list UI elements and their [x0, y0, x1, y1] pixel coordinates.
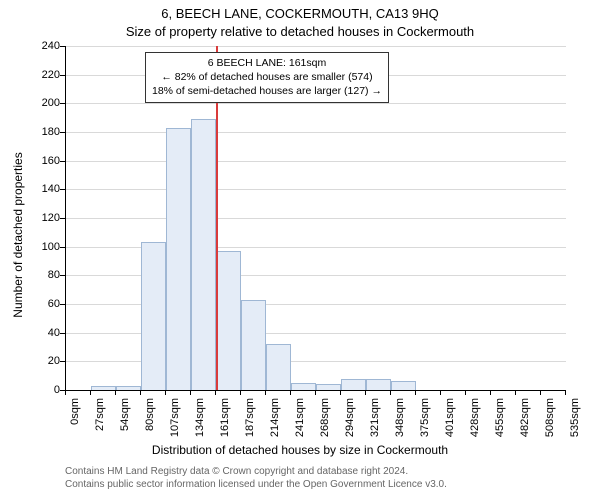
y-tick-label: 60: [30, 298, 60, 310]
grid-line: [66, 132, 566, 133]
x-tick-mark: [165, 390, 166, 395]
annotation-box: 6 BEECH LANE: 161sqm← 82% of detached ho…: [145, 52, 389, 103]
x-tick-label: 294sqm: [344, 398, 356, 448]
x-tick-label: 241sqm: [294, 398, 306, 448]
x-tick-mark: [265, 390, 266, 395]
histogram-bar: [291, 383, 316, 390]
y-tick-label: 180: [30, 126, 60, 138]
x-tick-mark: [515, 390, 516, 395]
x-tick-mark: [440, 390, 441, 395]
x-tick-mark: [340, 390, 341, 395]
y-tick-label: 220: [30, 69, 60, 81]
y-tick-label: 160: [30, 155, 60, 167]
annotation-line1: 6 BEECH LANE: 161sqm: [152, 56, 382, 70]
y-tick-label: 100: [30, 241, 60, 253]
x-axis-label: Distribution of detached houses by size …: [0, 443, 600, 457]
histogram-bar: [216, 251, 241, 390]
y-tick-label: 0: [30, 384, 60, 396]
x-tick-mark: [540, 390, 541, 395]
x-tick-mark: [115, 390, 116, 395]
page-title-line2: Size of property relative to detached ho…: [0, 24, 600, 39]
x-tick-label: 107sqm: [169, 398, 181, 448]
y-tick-label: 200: [30, 97, 60, 109]
y-tick-label: 80: [30, 269, 60, 281]
x-tick-label: 321sqm: [369, 398, 381, 448]
x-tick-label: 214sqm: [269, 398, 281, 448]
annotation-line2: ← 82% of detached houses are smaller (57…: [152, 70, 382, 84]
x-tick-mark: [290, 390, 291, 395]
x-tick-label: 161sqm: [219, 398, 231, 448]
y-axis-label: Number of detached properties: [11, 215, 25, 235]
histogram-bar: [191, 119, 216, 390]
x-tick-label: 134sqm: [194, 398, 206, 448]
grid-line: [66, 46, 566, 47]
x-tick-label: 187sqm: [244, 398, 256, 448]
footer-line2: Contains public sector information licen…: [65, 479, 447, 492]
histogram-bar: [141, 242, 166, 390]
x-tick-label: 0sqm: [69, 398, 81, 448]
histogram-bar: [166, 128, 191, 390]
histogram-bar: [341, 379, 366, 390]
histogram-bar: [366, 379, 391, 390]
x-tick-mark: [315, 390, 316, 395]
histogram-bar: [91, 386, 116, 390]
grid-line: [66, 218, 566, 219]
page-title-line1: 6, BEECH LANE, COCKERMOUTH, CA13 9HQ: [0, 6, 600, 21]
grid-line: [66, 161, 566, 162]
histogram-bar: [316, 384, 341, 390]
x-tick-mark: [240, 390, 241, 395]
histogram-bar: [241, 300, 266, 390]
x-tick-mark: [65, 390, 66, 395]
x-tick-label: 428sqm: [469, 398, 481, 448]
y-tick-label: 120: [30, 212, 60, 224]
x-tick-mark: [190, 390, 191, 395]
x-tick-label: 455sqm: [494, 398, 506, 448]
x-tick-label: 27sqm: [94, 398, 106, 448]
x-tick-mark: [365, 390, 366, 395]
x-tick-label: 80sqm: [144, 398, 156, 448]
x-tick-mark: [490, 390, 491, 395]
x-tick-mark: [415, 390, 416, 395]
histogram-bar: [116, 386, 141, 390]
x-tick-mark: [215, 390, 216, 395]
y-tick-label: 140: [30, 183, 60, 195]
x-tick-label: 508sqm: [544, 398, 556, 448]
histogram-bar: [266, 344, 291, 390]
x-tick-label: 482sqm: [519, 398, 531, 448]
x-tick-label: 401sqm: [444, 398, 456, 448]
histogram-bar: [391, 381, 416, 390]
x-tick-label: 268sqm: [319, 398, 331, 448]
grid-line: [66, 103, 566, 104]
chart-page: 6, BEECH LANE, COCKERMOUTH, CA13 9HQ Siz…: [0, 0, 600, 500]
grid-line: [66, 189, 566, 190]
x-tick-label: 348sqm: [394, 398, 406, 448]
x-tick-label: 535sqm: [569, 398, 581, 448]
footer-line1: Contains HM Land Registry data © Crown c…: [65, 466, 447, 479]
x-tick-mark: [140, 390, 141, 395]
x-tick-mark: [90, 390, 91, 395]
x-tick-mark: [565, 390, 566, 395]
x-tick-label: 54sqm: [119, 398, 131, 448]
annotation-line3: 18% of semi-detached houses are larger (…: [152, 84, 382, 98]
x-tick-mark: [465, 390, 466, 395]
y-tick-label: 20: [30, 355, 60, 367]
y-tick-label: 40: [30, 327, 60, 339]
x-tick-mark: [390, 390, 391, 395]
y-tick-label: 240: [30, 40, 60, 52]
x-tick-label: 375sqm: [419, 398, 431, 448]
footer-attribution: Contains HM Land Registry data © Crown c…: [65, 466, 447, 491]
